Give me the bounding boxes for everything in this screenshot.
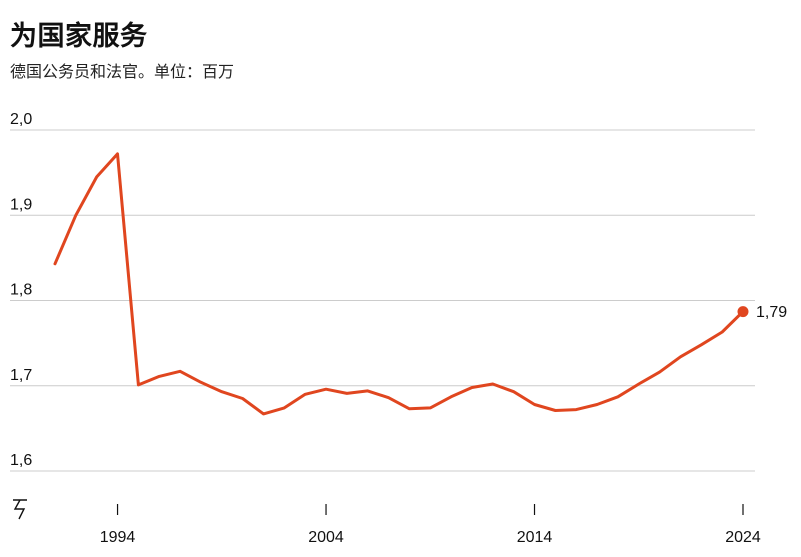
y-tick-label: 1,7 xyxy=(10,367,32,384)
chart-subtitle: 德国公务员和法官。单位：百万 xyxy=(10,62,235,81)
y-tick-labels: 2,0 1,9 1,8 1,7 1,6 xyxy=(10,111,32,469)
x-tick-label: 1994 xyxy=(100,529,136,546)
x-tick-labels: 1994 2004 2014 2024 xyxy=(100,504,761,546)
end-point-marker xyxy=(737,306,749,318)
y-tick-label: 1,6 xyxy=(10,452,32,469)
end-value-label: 1,79 xyxy=(756,304,787,321)
y-tick-label: 2,0 xyxy=(10,111,32,128)
y-tick-label: 1,8 xyxy=(10,282,32,299)
x-tick-label: 2014 xyxy=(517,529,553,546)
axis-break-icon xyxy=(13,499,27,520)
x-tick-label: 2004 xyxy=(308,529,344,546)
series: 1,79 xyxy=(53,152,787,416)
x-tick-label: 2024 xyxy=(725,529,761,546)
grid-lines xyxy=(10,129,755,472)
series-line xyxy=(53,152,745,416)
y-tick-label: 1,9 xyxy=(10,196,32,213)
chart-title: 为国家服务 xyxy=(10,21,148,52)
